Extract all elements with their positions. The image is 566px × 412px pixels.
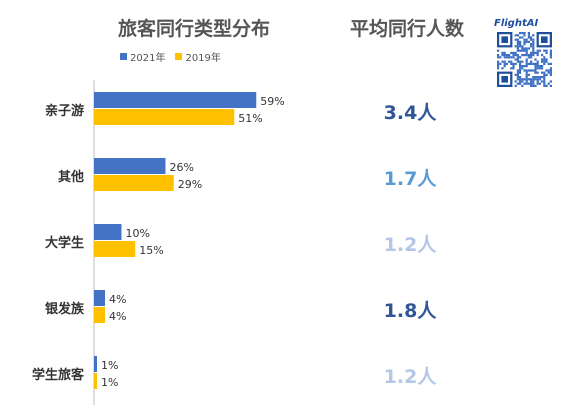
category-label: 亲子游: [44, 104, 84, 119]
category-label: 银发族: [44, 302, 84, 317]
qr-code-icon: [497, 32, 552, 87]
bar-value-label: 10%: [126, 227, 150, 240]
flightai-logo: FlightAI: [494, 18, 539, 29]
chart-title: 旅客同行类型分布: [118, 18, 271, 40]
category-label: 学生旅客: [31, 368, 84, 383]
bar-2021: [94, 92, 257, 108]
bar-2019: [94, 241, 136, 257]
category-label: 大学生: [44, 236, 84, 251]
bar-2021: [94, 290, 105, 306]
bar-2021: [94, 224, 122, 240]
bar-2019: [94, 373, 97, 389]
avg-companion-value: 1.2人: [383, 234, 437, 256]
legend-swatch-2019: [175, 53, 183, 60]
bar-2021: [94, 158, 166, 174]
bar-value-label: 59%: [260, 95, 284, 108]
bar-value-label: 51%: [238, 112, 262, 125]
bar-2019: [94, 307, 105, 323]
bar-2019: [94, 175, 174, 191]
avg-companion-value: 1.8人: [383, 300, 437, 322]
legend-swatch-2021: [120, 53, 127, 60]
category-label: 其他: [57, 170, 84, 185]
legend-label-2021: 2021年: [130, 53, 166, 64]
bar-2021: [94, 356, 97, 372]
legend-item-2021: 2021年: [120, 49, 165, 64]
legend: 2021年 2019年: [120, 49, 231, 64]
bar-value-label: 15%: [139, 244, 163, 257]
avg-companion-value: 1.7人: [383, 168, 437, 190]
bar-value-label: 1%: [101, 359, 118, 372]
avg-companion-value: 1.2人: [383, 366, 437, 388]
bar-value-label: 4%: [109, 310, 126, 323]
legend-item-2019: 2019年: [175, 49, 221, 64]
bar-value-label: 1%: [101, 376, 118, 389]
legend-label-2019: 2019年: [185, 53, 221, 64]
bar-value-label: 29%: [178, 178, 202, 191]
avg-panel-title: 平均同行人数: [350, 18, 465, 40]
bar-value-label: 26%: [170, 161, 194, 174]
bar-2019: [94, 109, 235, 125]
bar-value-label: 4%: [109, 293, 126, 306]
avg-companion-value: 3.4人: [383, 102, 437, 124]
